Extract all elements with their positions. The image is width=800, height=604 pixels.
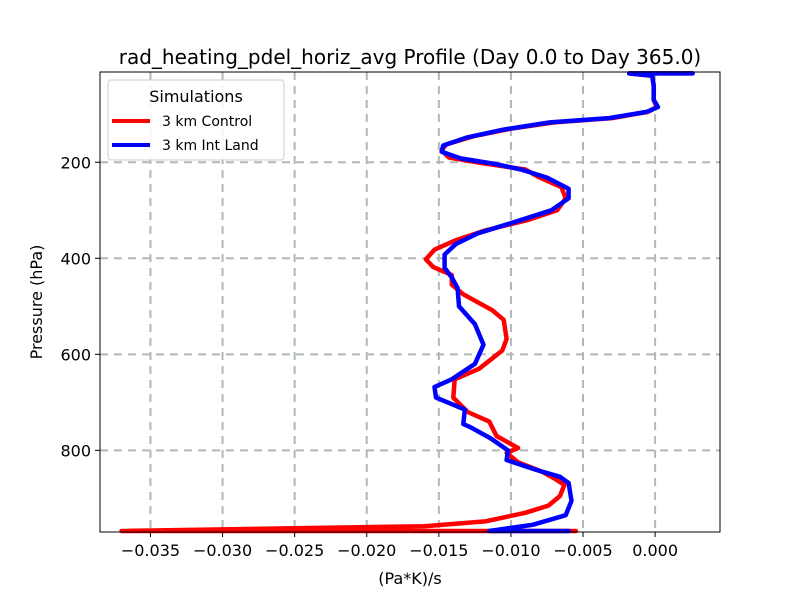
legend-title: Simulations — [149, 87, 243, 106]
x-tick-label-4: −0.015 — [409, 541, 468, 560]
chart-title: rad_heating_pdel_horiz_avg Profile (Day … — [119, 45, 701, 69]
legend-label-int-land: 3 km Int Land — [162, 138, 259, 154]
x-tick-label-3: −0.020 — [337, 541, 396, 560]
y-axis-label: Pressure (hPa) — [27, 245, 46, 360]
y-tick-label-2: 600 — [60, 345, 91, 364]
x-tick-label-1: −0.030 — [193, 541, 252, 560]
grid — [100, 72, 720, 532]
x-tick-label-7: 0.000 — [632, 541, 678, 560]
x-axis-label: (Pa*K)/s — [378, 569, 441, 588]
x-axis: −0.035 −0.030 −0.025 −0.020 −0.015 −0.010 −0.0… — [121, 532, 678, 560]
y-tick-label-0: 200 — [60, 153, 91, 172]
x-tick-label-0: −0.035 — [121, 541, 180, 560]
x-tick-label-5: −0.010 — [481, 541, 540, 560]
series-line-3-km-int-land — [432, 71, 695, 534]
series-layer — [119, 71, 695, 534]
x-tick-label-6: −0.005 — [553, 541, 612, 560]
y-axis: 200 400 600 800 — [60, 153, 100, 460]
y-tick-label-3: 800 — [60, 441, 91, 460]
legend-box — [107, 79, 285, 161]
y-tick-label-1: 400 — [60, 249, 91, 268]
plot-frame — [99, 71, 721, 533]
legend-label-control: 3 km Control — [162, 114, 252, 130]
legend: Simulations 3 km Control 3 km Int Land — [107, 79, 285, 161]
x-tick-label-2: −0.025 — [265, 541, 324, 560]
